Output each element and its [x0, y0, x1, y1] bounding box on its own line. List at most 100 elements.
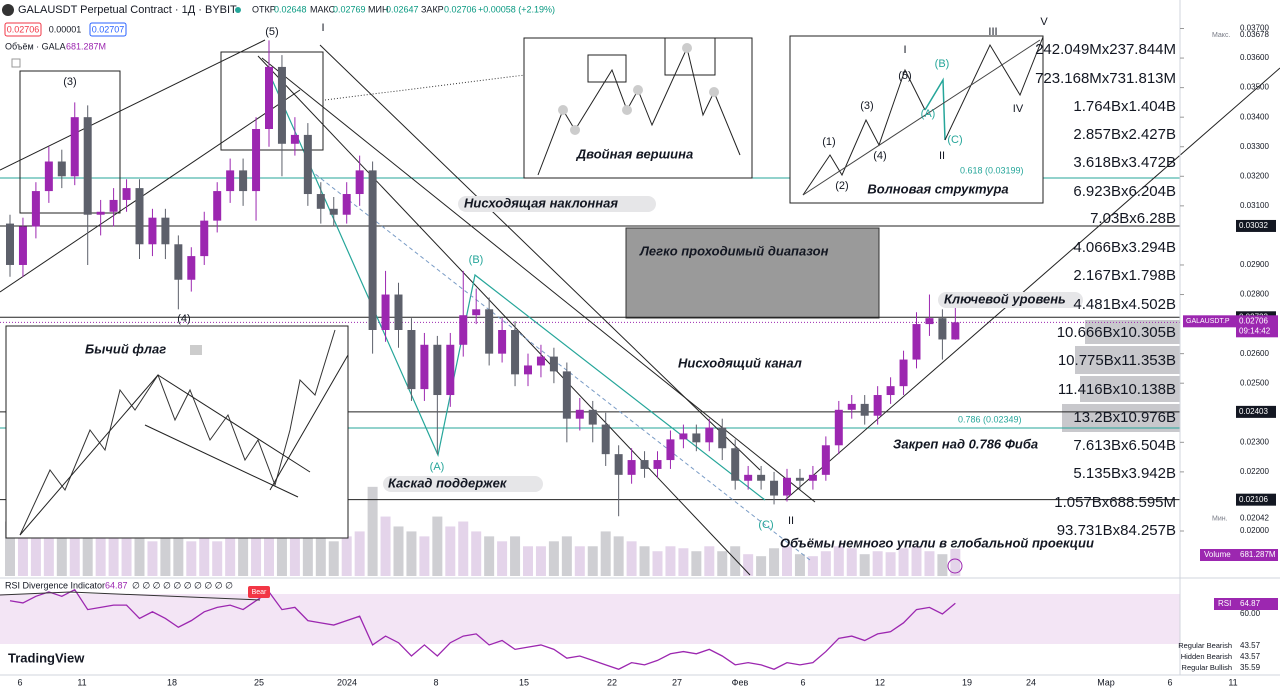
candle-body: [783, 477, 791, 496]
max-label: 0.03678: [1240, 30, 1269, 39]
wave-label: II: [788, 515, 794, 527]
volume-bar: [523, 546, 533, 576]
candle-body: [886, 386, 895, 396]
ohlc-label: ЗАКР: [421, 4, 444, 14]
candle-body: [407, 330, 416, 390]
wave-inset-label: (4): [873, 150, 886, 162]
candle-body: [575, 409, 584, 419]
volume-profile-label: 11.416Bx10.138B: [1058, 381, 1176, 398]
volume-bar: [704, 546, 715, 576]
volume-bar: [794, 554, 805, 576]
volume-profile-label: 2.167Bx1.798B: [1073, 267, 1176, 284]
candle-body: [731, 448, 740, 481]
candle-body: [718, 427, 727, 449]
candle-body: [187, 256, 196, 280]
y-tick-label: 0.03600: [1240, 53, 1269, 62]
annotation: Объёмы немного упали в глобальной проекц…: [780, 535, 1094, 550]
volume-tag: Volume: [1204, 550, 1231, 559]
last-price-tag: [1236, 315, 1278, 338]
sell-price[interactable]: 0.02706: [7, 24, 40, 34]
symbol-icon: [2, 4, 14, 16]
volume-bar: [380, 516, 391, 576]
candle-body: [536, 356, 545, 366]
sell-button[interactable]: [4, 22, 42, 37]
volume-profile-label: 723.168Mx731.813M: [1035, 70, 1176, 87]
volume-bar: [613, 536, 624, 576]
candle-body: [938, 318, 947, 340]
volume-bar: [807, 556, 818, 576]
candle-body: [433, 344, 442, 396]
bear-label: Bear: [252, 589, 267, 596]
volume-bar: [5, 521, 15, 576]
collapse-toggle[interactable]: [11, 58, 21, 68]
y-tick-label: 0.02600: [1240, 349, 1269, 358]
volume-profile-label: 7.03Bx6.28B: [1090, 210, 1176, 227]
y-tick-label: 0.03400: [1240, 112, 1269, 121]
volume-bar: [484, 536, 495, 576]
x-tick-label: 22: [607, 677, 617, 687]
volume-bar: [730, 546, 741, 576]
volume-bar: [652, 551, 663, 576]
candle-body: [601, 424, 610, 455]
volume-bar: [717, 551, 728, 576]
wave-inset-label: (3): [860, 100, 873, 112]
inset-title: Двойная вершина: [576, 146, 693, 161]
inset-title: Волновая структура: [867, 181, 1008, 196]
candle-body: [290, 134, 299, 144]
volume-bar: [419, 536, 430, 576]
rsi-value: 64.87: [105, 580, 128, 590]
candle-body: [44, 161, 53, 192]
volume-bar: [639, 546, 650, 576]
candle-body: [459, 315, 468, 345]
volume-bar: [911, 546, 922, 576]
candle-body: [135, 188, 144, 245]
x-tick-label: 24: [1026, 677, 1036, 687]
wave-inset-label: II: [939, 150, 945, 162]
waves-inset: I(5)(B)(3)(A)(1)(4)(C)II(2)IIIVIV 0.618 …: [789, 26, 1044, 204]
annotation: Ключевой уровень: [944, 291, 1066, 306]
candle-body: [498, 330, 507, 354]
candle-body: [342, 194, 351, 215]
price-axis: 0.03700 0.03600 0.03500 0.03400 0.03300 0.032…: [1178, 24, 1278, 672]
candle-body: [329, 208, 338, 215]
volume-bar: [833, 546, 844, 576]
volume-bar: [251, 516, 262, 576]
volume-bar: [367, 486, 378, 576]
volume-bar: [937, 554, 948, 576]
volume-bar: [950, 549, 961, 576]
volume-bar: [458, 521, 469, 576]
candle-body: [265, 66, 273, 129]
replay-icon[interactable]: [947, 558, 963, 574]
candle-body: [614, 454, 623, 475]
candle-body: [770, 480, 779, 496]
y-tick-label: 0.02900: [1240, 260, 1269, 269]
candle-body: [148, 217, 157, 245]
volume-bar: [289, 521, 300, 576]
volume-bar: [186, 541, 197, 576]
wave-inset-label: III: [988, 26, 997, 38]
volume-profile-label: 2.857Bx2.427B: [1073, 126, 1176, 143]
candle-body: [524, 365, 532, 375]
x-tick-label: 15: [519, 677, 529, 687]
volume-profile-label: 4.481Bx4.502B: [1073, 296, 1176, 313]
inset-title: Бычий флаг: [85, 341, 166, 356]
annotation: Нисходящая наклонная: [464, 195, 618, 210]
volume-profile-label: 5.135Bx3.942B: [1073, 465, 1176, 482]
buy-price[interactable]: 0.02707: [92, 24, 125, 34]
volume-bar: [471, 531, 482, 576]
wave-label: (C): [758, 519, 773, 531]
volume-bar: [328, 541, 339, 576]
fib-label: 0.618 (0.03199): [960, 165, 1024, 175]
volume-bar: [95, 526, 106, 576]
candle-body: [316, 194, 325, 209]
ohlc-value: 0.02706: [444, 4, 477, 14]
ohlc-change: +0.00058 (+2.19%): [478, 4, 555, 14]
bear-tag: [248, 586, 270, 598]
candle-body: [6, 223, 14, 265]
buy-button[interactable]: [89, 22, 127, 37]
y-tick-label: 0.03100: [1240, 201, 1269, 210]
ohlc-label: МИН: [368, 4, 388, 14]
candle-body: [757, 474, 766, 481]
volume-bar: [432, 516, 443, 576]
last-symbol: GALAUSDT.P: [1186, 318, 1230, 325]
